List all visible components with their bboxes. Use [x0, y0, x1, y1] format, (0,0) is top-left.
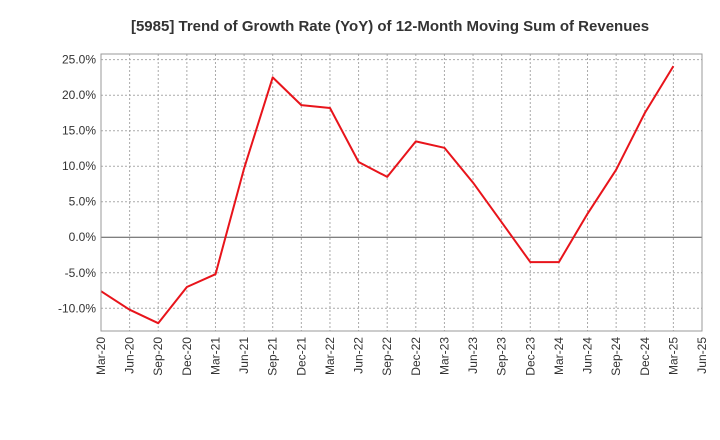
- y-tick-label: 0.0%: [69, 230, 97, 244]
- x-axis-ticks: Mar-20 Jun-20 Sep-20 Dec-20 Mar-21 Jun-21 Sep-…: [94, 337, 709, 376]
- x-tick-label: Dec-22: [409, 337, 423, 376]
- x-tick-label: Sep-20: [151, 337, 165, 376]
- x-tick-label: Mar-22: [323, 337, 337, 375]
- x-tick-label: Jun-21: [237, 337, 251, 374]
- x-tick-label: Dec-24: [638, 337, 652, 376]
- chart-title: [5985] Trend of Growth Rate (YoY) of 12-…: [131, 18, 649, 35]
- plot-frame: [100, 53, 703, 332]
- x-tick-label: Dec-20: [180, 337, 194, 376]
- x-tick-label: Mar-20: [94, 337, 108, 375]
- x-tick-label: Jun-24: [581, 337, 595, 374]
- x-tick-label: Dec-23: [523, 337, 537, 376]
- y-tick-label: 25.0%: [62, 53, 96, 67]
- x-tick-label: Mar-21: [208, 337, 222, 375]
- x-tick-label: Sep-24: [609, 337, 623, 376]
- x-tick-label: Mar-25: [666, 337, 680, 375]
- x-tick-label: Sep-21: [266, 337, 280, 376]
- y-tick-label: 10.0%: [62, 159, 96, 173]
- y-tick-label: 20.0%: [62, 88, 96, 102]
- series-layer: [100, 65, 675, 325]
- y-tick-label: 5.0%: [69, 195, 97, 209]
- y-tick-label: -10.0%: [58, 301, 96, 315]
- x-tick-label: Dec-21: [294, 337, 308, 376]
- y-tick-label: 15.0%: [62, 124, 96, 138]
- x-tick-label: Mar-24: [552, 337, 566, 375]
- x-tick-label: Mar-23: [437, 337, 451, 375]
- series-line: [100, 65, 675, 325]
- x-tick-label: Sep-23: [495, 337, 509, 376]
- grid: [101, 54, 702, 331]
- y-tick-label: -5.0%: [65, 266, 97, 280]
- x-tick-label: Jun-20: [123, 337, 137, 374]
- x-tick-label: Jun-23: [466, 337, 480, 374]
- x-tick-label: Sep-22: [380, 337, 394, 376]
- x-tick-label: Jun-25: [695, 337, 709, 374]
- x-tick-label: Jun-22: [352, 337, 366, 374]
- y-axis-ticks: -10.0% -5.0% 0.0% 5.0% 10.0% 15.0% 20.0% 25.0%: [58, 53, 96, 316]
